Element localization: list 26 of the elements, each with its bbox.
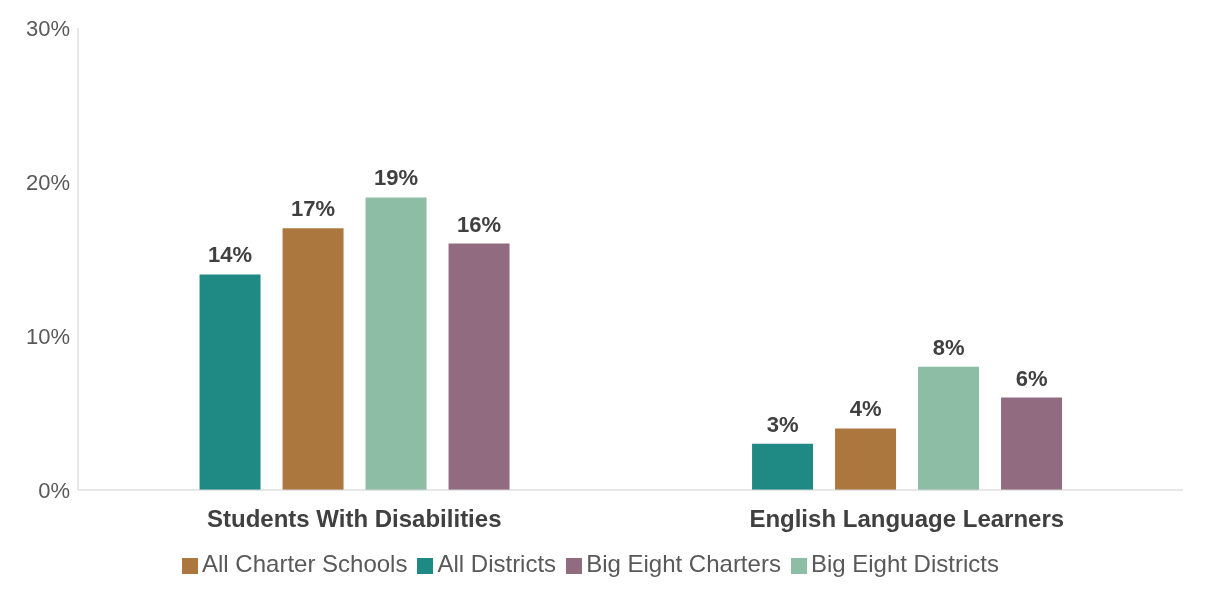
legend-label: All Districts xyxy=(437,550,557,577)
legend-label: Big Eight Districts xyxy=(810,550,999,577)
data-label: 19% xyxy=(374,165,419,191)
data-label: 17% xyxy=(291,196,336,222)
bar xyxy=(835,428,897,490)
bar xyxy=(1001,397,1063,490)
bar xyxy=(918,366,980,490)
y-tick-label: 30% xyxy=(25,15,70,41)
x-tick-label: English Language Learners xyxy=(749,505,1065,533)
x-tick-label: Students With Disabilities xyxy=(207,505,502,533)
data-label: 4% xyxy=(849,396,882,422)
legend-label: All Charter Schools xyxy=(202,550,408,577)
legend-label: Big Eight Charters xyxy=(586,550,781,577)
bar xyxy=(365,197,427,490)
bar xyxy=(282,228,344,490)
data-label: 3% xyxy=(766,411,799,437)
bar xyxy=(199,274,261,490)
y-tick-label: 10% xyxy=(25,323,70,349)
bar xyxy=(752,443,814,490)
y-tick-label: 20% xyxy=(25,169,70,195)
data-label: 6% xyxy=(1015,365,1048,391)
data-label: 14% xyxy=(208,242,253,268)
data-label: 8% xyxy=(932,334,965,360)
y-tick-label: 0% xyxy=(38,477,70,503)
data-label: 16% xyxy=(457,211,502,237)
bar xyxy=(448,243,510,490)
